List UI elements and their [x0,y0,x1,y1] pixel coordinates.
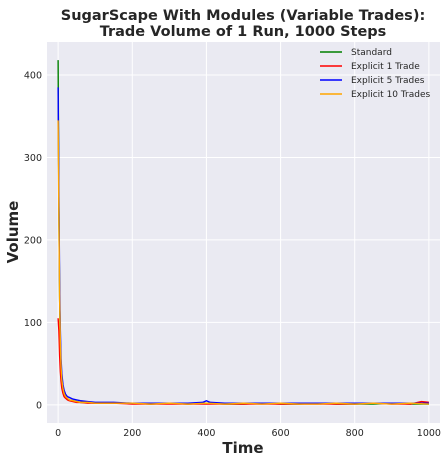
legend-label-explicit-1-trade: Explicit 1 Trade [351,62,420,72]
series-line-explicit-10-trades [57,120,429,405]
x-tick-label: 600 [272,428,290,439]
chart-title-line-2: Trade Volume of 1 Run, 1000 Steps [100,24,387,40]
grid [47,42,440,423]
chart-title-line-1: SugarScape With Modules (Variable Trades… [61,8,426,24]
x-axis-label: Time [222,439,263,457]
series-lines [57,60,429,405]
plot-background [47,42,440,423]
x-tick-label: 200 [123,428,141,439]
y-tick-label: 400 [24,70,42,81]
legend: Standard Explicit 1 Trade Explicit 5 Tra… [320,48,431,100]
legend-label-standard: Standard [351,48,392,58]
y-axis-label: Volume [4,201,22,264]
y-tick-label: 0 [36,400,42,411]
legend-label-explicit-5-trades: Explicit 5 Trades [351,76,425,86]
x-tick-label: 800 [346,428,364,439]
y-tick-label: 100 [24,318,42,329]
x-tick-label: 0 [55,428,61,439]
legend-label-explicit-10-trades: Explicit 10 Trades [351,90,431,100]
x-tick-label: 1000 [417,428,441,439]
y-tick-label: 200 [24,235,42,246]
y-tick-label: 300 [24,153,42,164]
tick-labels: 0 200 400 600 800 1000 0 100 200 300 400 [24,70,441,439]
x-tick-label: 400 [197,428,215,439]
